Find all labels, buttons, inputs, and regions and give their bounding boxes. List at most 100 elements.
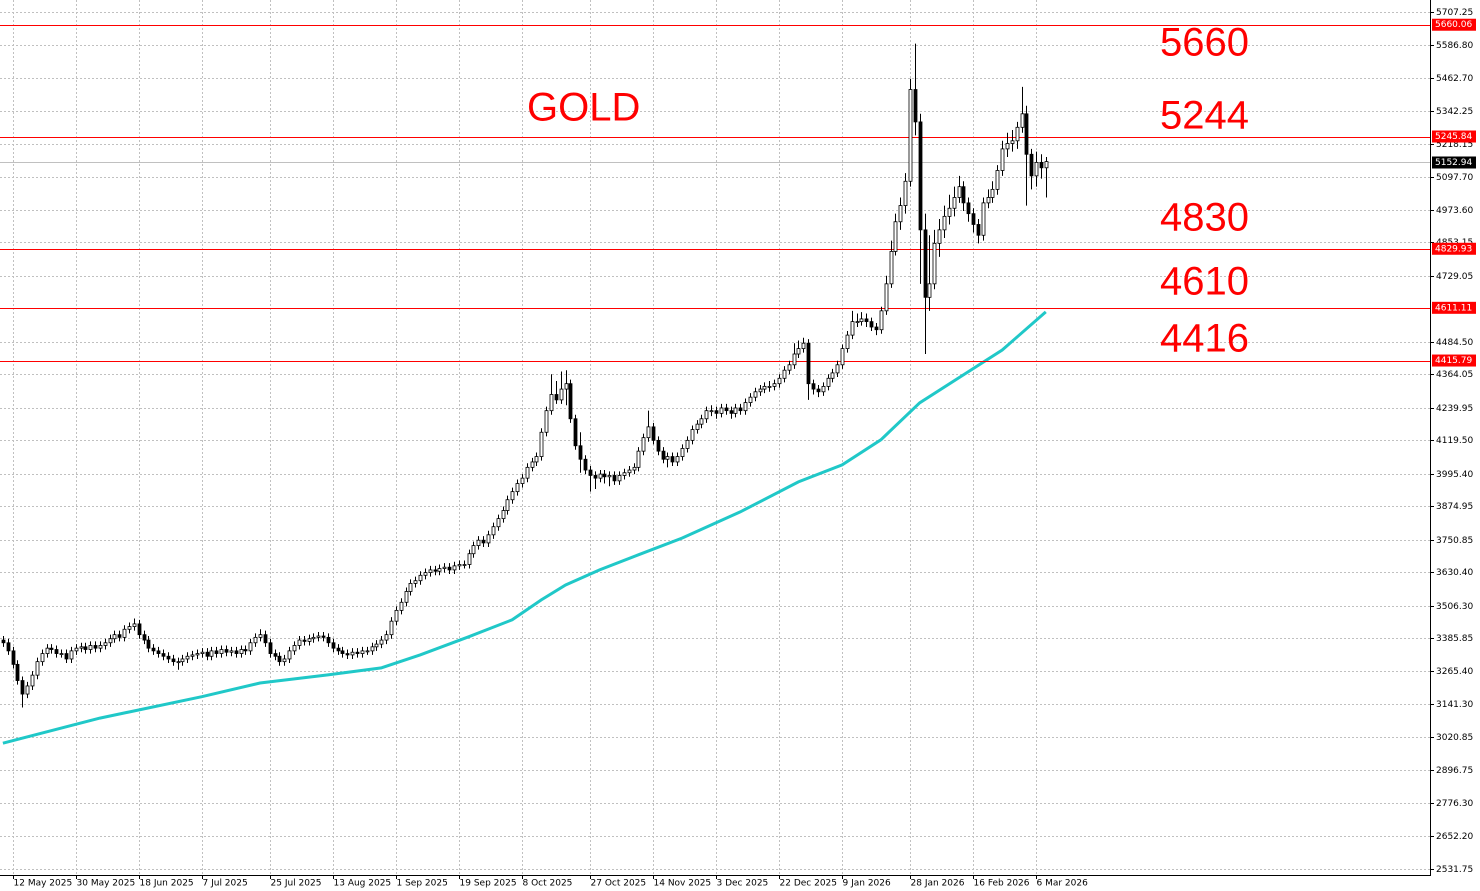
candle-body — [59, 653, 64, 655]
candle-body — [35, 661, 40, 676]
candle-body — [981, 202, 986, 236]
candle-body — [273, 653, 278, 657]
candle-body — [840, 348, 845, 366]
y-tick-label: 2531.75 — [1436, 865, 1473, 875]
y-tick-label: 4239.95 — [1436, 404, 1473, 414]
candle-body — [670, 456, 675, 463]
candle-body — [292, 645, 297, 652]
candle-body — [539, 431, 544, 457]
candle-body — [796, 348, 801, 355]
y-tick-label: 5097.70 — [1436, 173, 1473, 183]
candle-body — [889, 251, 894, 285]
level-tag — [1432, 130, 1476, 143]
candle-body — [952, 197, 957, 209]
candle-body — [627, 469, 632, 474]
candle-body — [850, 321, 855, 336]
level-annotation: 4830 — [1160, 196, 1249, 240]
x-tick-label: 27 Oct 2025 — [591, 879, 647, 889]
candle-body — [632, 466, 637, 471]
candle-body — [680, 448, 685, 457]
x-tick-label: 7 Jul 2025 — [203, 879, 248, 889]
candle-body — [379, 639, 384, 645]
candle-body — [525, 466, 530, 479]
candle-body — [544, 410, 549, 433]
candle-body — [845, 334, 850, 350]
candle-body — [234, 650, 239, 654]
y-tick-label: 5218.15 — [1436, 140, 1473, 150]
candle-body — [661, 450, 666, 460]
candle-body — [20, 680, 25, 695]
candle-body — [321, 635, 326, 638]
candle-body — [316, 635, 321, 638]
price-tag — [1432, 156, 1476, 169]
candle-body — [1034, 161, 1039, 177]
x-tick-label: 16 Feb 2026 — [974, 879, 1030, 889]
candle-body — [884, 283, 889, 312]
candle-body — [898, 205, 903, 223]
candle-body — [874, 326, 879, 331]
x-tick-label: 1 Sep 2025 — [397, 879, 448, 889]
candle-body — [30, 674, 35, 687]
candle-body — [656, 439, 661, 452]
candle-body — [1044, 161, 1049, 169]
candle-body — [496, 518, 501, 528]
candle-body — [93, 645, 98, 649]
candle-body — [976, 224, 981, 236]
candle-body — [995, 170, 1000, 190]
candle-body — [268, 642, 273, 654]
candle-body — [762, 385, 767, 390]
candle-body — [709, 410, 714, 413]
candle-body — [957, 186, 962, 198]
candle-body — [447, 566, 452, 571]
candle-body — [345, 653, 350, 656]
candle-body — [311, 636, 316, 640]
candle-body — [209, 650, 214, 657]
y-tick-label: 5342.25 — [1436, 107, 1473, 117]
x-tick-label: 28 Jan 2026 — [911, 879, 965, 889]
level-tag — [1432, 18, 1476, 31]
moving-average — [2, 310, 1047, 745]
grid — [0, 0, 1430, 875]
candle-body — [307, 638, 312, 642]
candle-body — [792, 353, 797, 366]
candle-body — [302, 639, 307, 642]
candle-body — [399, 601, 404, 611]
candle-body — [350, 651, 355, 656]
candle-body — [690, 429, 695, 441]
candle-body — [835, 364, 840, 374]
candle-body — [195, 653, 200, 656]
y-tick-label: 2896.75 — [1436, 766, 1473, 776]
candle-body — [108, 638, 113, 644]
candle-body — [205, 651, 210, 657]
candle-body — [442, 566, 447, 569]
candle-body — [243, 649, 248, 652]
candle-body — [263, 634, 268, 644]
x-tick-label: 8 Oct 2025 — [523, 879, 573, 889]
candle-body — [816, 388, 821, 393]
candle-body — [549, 394, 554, 412]
candle-body — [724, 407, 729, 412]
candle-body — [457, 564, 462, 567]
candle-body — [913, 89, 918, 123]
candle-body — [748, 396, 753, 403]
level-tag — [1432, 301, 1476, 314]
y-tick-label: 4973.60 — [1436, 206, 1473, 216]
candle-body — [777, 377, 782, 385]
candle-body — [176, 661, 181, 664]
y-tick-label: 3020.85 — [1436, 733, 1473, 743]
candle-body — [966, 202, 971, 215]
candle-body — [282, 658, 287, 663]
candle-body — [428, 569, 433, 574]
candle-body — [277, 655, 282, 663]
candle-body — [675, 456, 680, 463]
x-tick-label: 3 Dec 2025 — [717, 879, 769, 889]
candle-body — [166, 655, 171, 660]
candle-body — [365, 650, 370, 653]
candle-body — [127, 626, 132, 630]
candle-body — [156, 650, 161, 654]
candle-body — [54, 649, 59, 654]
candle-body — [40, 653, 45, 663]
x-tick-label: 22 Dec 2025 — [780, 879, 838, 889]
candle-body — [481, 539, 486, 544]
candle-body — [1005, 143, 1010, 150]
